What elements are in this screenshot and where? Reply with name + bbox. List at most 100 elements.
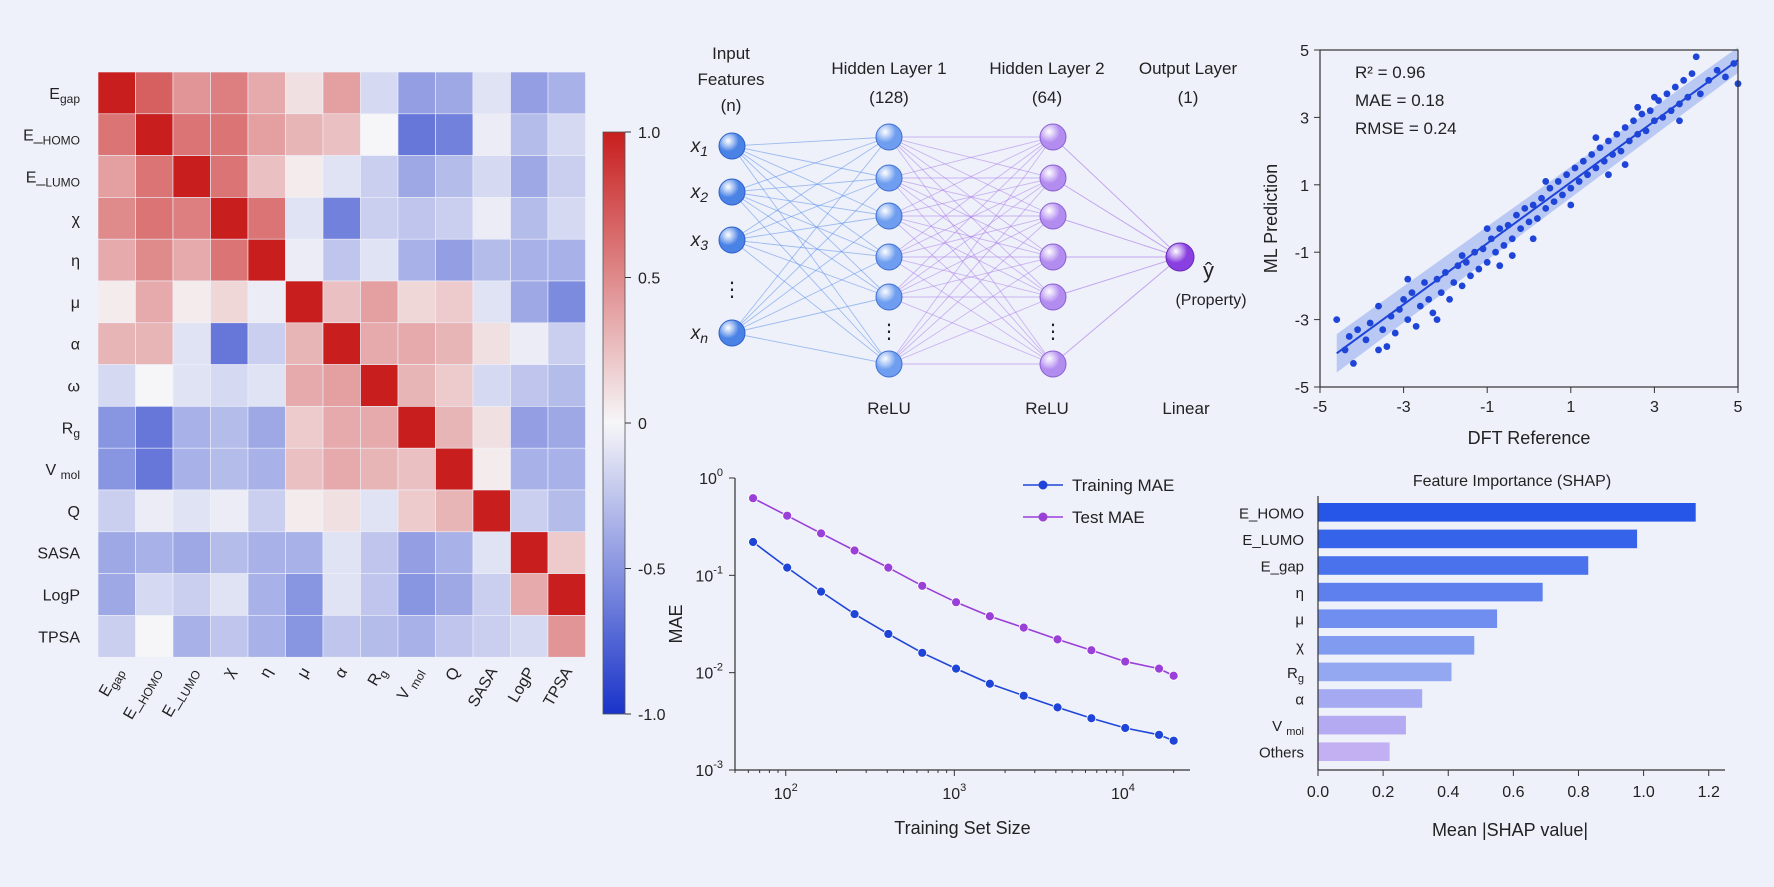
- heatmap-col-label-base: χ: [220, 664, 239, 680]
- scatter-point: [1676, 100, 1683, 108]
- heatmap-row-label: Rg: [62, 420, 80, 440]
- scatter-point: [1559, 191, 1566, 199]
- shap-bar-label: E_LUMO: [1242, 532, 1304, 549]
- scatter-point: [1496, 262, 1504, 270]
- scatter-point: [1404, 316, 1412, 323]
- learning-series-point: [816, 586, 826, 597]
- heatmap-cell-0-11: [510, 71, 549, 115]
- learning-series-point: [782, 510, 793, 521]
- heatmap-cell-6-10: [472, 322, 511, 365]
- edge-input-hidden1: [731, 191, 890, 298]
- colorbar-tick-label: -0.5: [638, 562, 666, 579]
- scatter-x-tick-label: 5: [1734, 399, 1743, 416]
- layer-title-line: Input: [712, 44, 750, 63]
- layer-title-line: (64): [1032, 88, 1062, 107]
- heatmap-cell-10-4: [247, 489, 286, 533]
- heatmap-cell-6-8: [397, 322, 436, 365]
- scatter-point: [1341, 346, 1349, 354]
- heatmap-cell-13-0: [97, 615, 136, 658]
- heatmap-col-label: SASA: [465, 664, 501, 710]
- scatter-x-tick-label: -3: [1396, 399, 1410, 416]
- layer-title-line: Output Layer: [1139, 59, 1238, 78]
- learning-series-point: [1086, 713, 1097, 724]
- edge-input-hidden1: [731, 191, 890, 258]
- heatmap-row-label-base: Q: [68, 504, 80, 521]
- heatmap-cell-10-5: [285, 489, 324, 533]
- heatmap-cell-10-2: [172, 489, 211, 533]
- scatter-point: [1592, 164, 1600, 172]
- learning-series-point: [748, 493, 758, 504]
- heatmap-row-label-base: LogP: [43, 588, 80, 605]
- heatmap-cell-2-8: [397, 155, 436, 198]
- scatter-point: [1379, 326, 1387, 334]
- heatmap-cell-3-4: [247, 197, 286, 240]
- heatmap-col-label: E_LUMO: [159, 665, 203, 722]
- hidden1-node: [875, 164, 903, 192]
- heatmap-cell-13-11: [510, 615, 549, 658]
- learning-x-tick-label-exp: 4: [1129, 782, 1135, 794]
- edge-hidden1-hidden2: [888, 215, 1054, 365]
- heatmap-row-label: E_LUMO: [26, 170, 80, 190]
- edge-input-hidden1: [731, 256, 890, 334]
- scatter-point: [1479, 245, 1487, 253]
- layer-title-line: Features: [697, 70, 764, 89]
- input-feature-label-sub: 3: [700, 237, 708, 253]
- heatmap-cell-1-2: [172, 113, 211, 156]
- scatter-point: [1584, 171, 1591, 179]
- scatter-point: [1692, 53, 1700, 61]
- edge-hidden1-hidden2: [888, 136, 1054, 179]
- heatmap-cell-4-11: [510, 238, 549, 282]
- scatter-x-tick-label: 1: [1566, 399, 1575, 416]
- edge-input-hidden1: [731, 332, 890, 365]
- scatter-point: [1483, 225, 1491, 233]
- heatmap-cell-5-12: [547, 280, 586, 324]
- heatmap-cell-13-2: [172, 615, 211, 658]
- heatmap-cell-1-8: [397, 113, 436, 156]
- heatmap-cell-4-2: [172, 238, 211, 282]
- scatter-point: [1634, 130, 1642, 138]
- learning-y-tick-label: 10-2: [695, 662, 723, 683]
- edge-hidden1-hidden2: [888, 296, 1054, 365]
- heatmap-cell-7-12: [547, 364, 586, 407]
- edge-hidden1-hidden2: [888, 256, 1054, 365]
- scatter-point: [1617, 147, 1625, 155]
- heatmap-cell-1-4: [247, 113, 286, 156]
- heatmap-cell-11-12: [547, 531, 586, 574]
- heatmap-row-label-sub: HOMO: [43, 134, 80, 148]
- shap-bar-label-base: χ: [1296, 638, 1304, 655]
- learning-series-point: [917, 647, 928, 658]
- input-feature-label-base: x: [690, 136, 702, 157]
- heatmap-row-label-sub: LUMO: [45, 176, 80, 190]
- heatmap-cell-12-2: [172, 573, 211, 616]
- input-node: [718, 319, 746, 347]
- hidden2-node: [1039, 164, 1067, 192]
- scatter-point: [1634, 103, 1642, 111]
- colorbar-tick-label: 1.0: [638, 125, 660, 142]
- scatter-point: [1600, 157, 1608, 165]
- learning-series-point: [951, 597, 961, 608]
- learning-series-point: [984, 678, 995, 689]
- input-feature-label-base: x: [690, 323, 702, 344]
- shap-bar: [1318, 529, 1638, 549]
- heatmap-cell-5-6: [322, 280, 361, 324]
- scatter-point: [1508, 252, 1516, 259]
- heatmap-cell-11-6: [322, 531, 361, 574]
- scatter-point: [1592, 134, 1600, 142]
- learning-x-tick-label-base: 10: [942, 786, 960, 803]
- heatmap-col-label: η: [257, 665, 276, 681]
- heatmap-cell-6-2: [172, 322, 211, 365]
- scatter-point: [1504, 221, 1512, 229]
- scatter-point: [1433, 316, 1441, 323]
- output-node: [1165, 242, 1195, 272]
- heatmap-cell-4-8: [397, 238, 436, 282]
- heatmap-row-label: E_HOMO: [23, 128, 80, 148]
- learning-x-tick-label-exp: 2: [792, 782, 798, 794]
- heatmap-cell-4-3: [210, 238, 249, 282]
- scatter-point: [1496, 225, 1504, 233]
- learning-series-point: [951, 663, 961, 674]
- heatmap-cell-10-9: [435, 489, 474, 533]
- edge-input-hidden1: [731, 239, 890, 365]
- scatter-point: [1613, 130, 1621, 138]
- heatmap-row-label: μ: [71, 295, 80, 312]
- heatmap-cell-6-3: [210, 322, 249, 365]
